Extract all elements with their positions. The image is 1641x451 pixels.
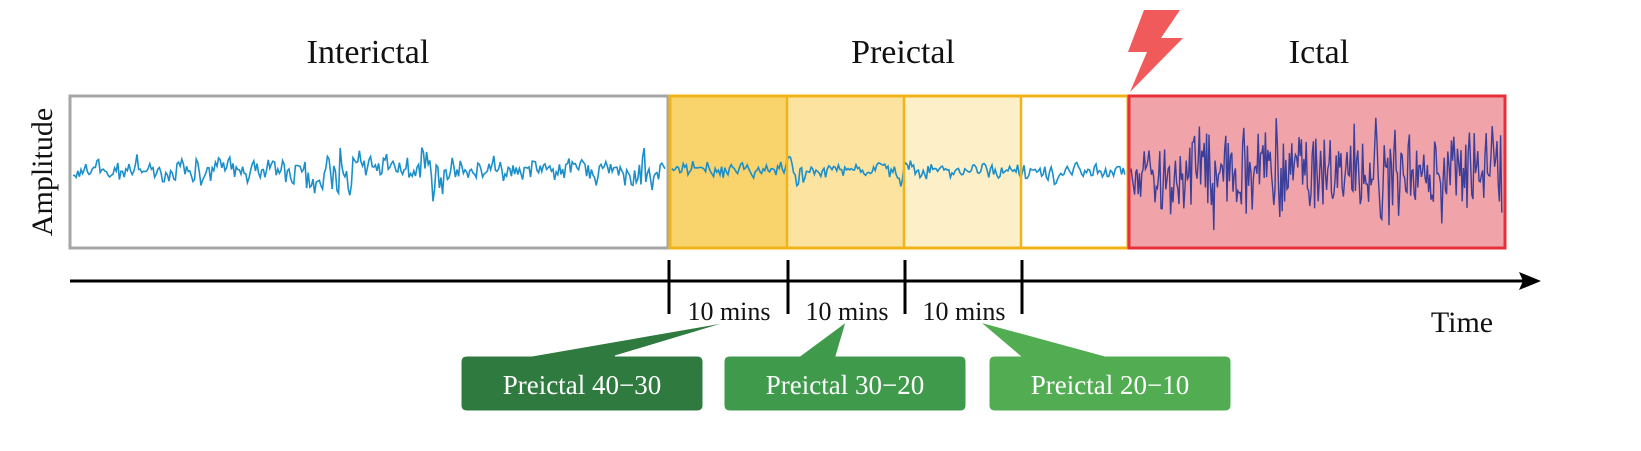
interval-label: 10 mins <box>805 297 888 326</box>
interictal-signal <box>72 147 666 202</box>
ictal-title: Ictal <box>1289 34 1349 71</box>
interictal-title: Interictal <box>307 34 430 71</box>
ictal-box-outline <box>1127 94 1507 250</box>
lightning-bolt-icon <box>1128 10 1183 92</box>
preictal-title: Preictal <box>851 34 955 71</box>
interval-label: 10 mins <box>687 297 770 326</box>
preictal-signal <box>671 156 1126 188</box>
callout-preictal-30-20: Preictal 30−20 <box>723 320 967 412</box>
callout-preictal-20-10: Preictal 20−10 <box>979 321 1232 412</box>
callout-label: Preictal 30−20 <box>766 370 924 400</box>
x-axis-label: Time <box>1431 306 1493 339</box>
callout-bubble <box>979 321 1232 412</box>
callout-preictal-40-30: Preictal 40−30 <box>460 321 729 412</box>
ictal-signal <box>1130 117 1503 231</box>
callout-label: Preictal 40−30 <box>503 370 661 400</box>
callout-bubble <box>723 320 967 412</box>
interval-label: 10 mins <box>922 297 1005 326</box>
time-axis-arrowhead <box>1519 272 1541 290</box>
preictal-segment-30-20 <box>787 96 904 248</box>
y-axis-label: Amplitude <box>26 108 59 236</box>
callout-label: Preictal 20−10 <box>1031 370 1189 400</box>
callout-bubble <box>460 321 729 412</box>
interictal-box <box>68 94 670 250</box>
